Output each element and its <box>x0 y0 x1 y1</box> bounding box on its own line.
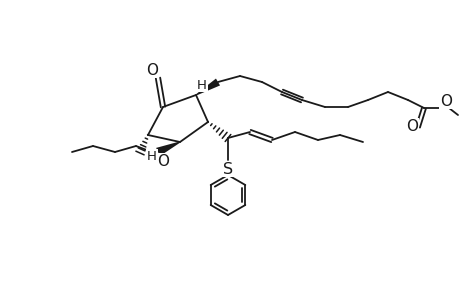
Text: H: H <box>147 149 157 163</box>
Polygon shape <box>195 79 219 95</box>
Text: O: O <box>405 118 417 134</box>
Text: H: H <box>196 79 207 92</box>
Text: S: S <box>223 161 233 176</box>
Text: O: O <box>146 62 157 77</box>
Text: O: O <box>157 154 168 169</box>
Polygon shape <box>156 142 180 156</box>
Text: O: O <box>439 94 451 109</box>
